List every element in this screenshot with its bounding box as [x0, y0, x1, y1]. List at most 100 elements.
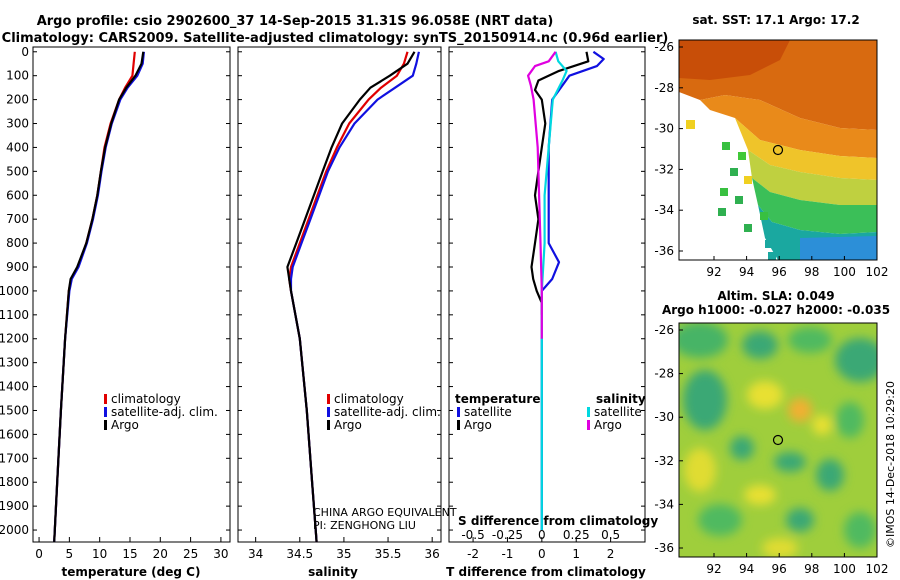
map-y-tick-label: -36: [654, 541, 674, 555]
map-x-tick-label: 98: [804, 562, 819, 576]
legend-swatch-climatology: [327, 394, 330, 404]
legend-temperature-title: temperature: [455, 392, 540, 406]
sst-map-title: sat. SST: 17.1 Argo: 17.2: [692, 13, 859, 27]
depth-axis-labels: 0 100 200 300 400 500 600 700 800 900 1000 1100 1200…: [0, 45, 29, 537]
temperature-series: [53, 51, 145, 543]
x-tick-label: 30: [213, 547, 228, 561]
s-diff-tick-label: 0.5: [601, 528, 620, 542]
sla-map: [679, 323, 877, 557]
difference-ticks: -2 -1 0 1 2 -0.5 -0.25 0 0.25 0.5: [449, 51, 645, 561]
map-y-tick-label: -28: [654, 81, 674, 95]
legend-label: Argo: [594, 418, 622, 432]
map-x-tick-label: 102: [866, 562, 889, 576]
series-line-argo: [286, 51, 416, 543]
difference-legend: temperature salinity satelliteArgosatell…: [455, 392, 646, 432]
map-y-tick-label: -30: [654, 410, 674, 424]
sst-map-ticks: -26 -28 -30 -32 -34 -36 92 94 96 98 100 102: [654, 40, 888, 279]
x-tick-label: 10: [92, 547, 107, 561]
depth-tick-label: 1700: [0, 451, 29, 465]
depth-tick-label: 1000: [0, 284, 29, 298]
x-tick-label: -1: [501, 547, 513, 561]
t-difference-axis-label: T difference from climatology: [446, 565, 646, 579]
s-diff-tick-label: -0.25: [492, 528, 523, 542]
map-y-tick-label: -36: [654, 244, 674, 258]
legend-swatch-satellite: [457, 407, 460, 417]
depth-tick-label: 1500: [0, 403, 29, 417]
x-tick-label: 34: [248, 547, 263, 561]
depth-tick-label: 300: [6, 117, 29, 131]
map-y-tick-label: -26: [654, 40, 674, 54]
legend-swatch-argo: [457, 420, 460, 430]
salinity-series: [286, 51, 420, 543]
s-diff-tick-label: -0.5: [461, 528, 484, 542]
map-x-tick-label: 94: [739, 265, 754, 279]
legend-label: satellite-adj. clim.: [111, 405, 218, 419]
series-line-satellite_salinity: [540, 51, 568, 530]
depth-tick-label: 600: [6, 188, 29, 202]
map-y-tick-label: -28: [654, 367, 674, 381]
map-x-tick-label: 100: [833, 562, 856, 576]
map-x-tick-label: 102: [866, 265, 889, 279]
x-tick-label: 0: [538, 547, 546, 561]
depth-tick-label: 500: [6, 164, 29, 178]
depth-tick-label: 900: [6, 260, 29, 274]
map-x-tick-label: 96: [772, 265, 787, 279]
legend-label: satellite-adj. clim.: [334, 405, 441, 419]
legend-swatch-climatology: [104, 394, 107, 404]
temperature-axis-label: temperature (deg C): [62, 565, 201, 579]
legend-label: satellite: [594, 405, 642, 419]
map-x-tick-label: 94: [739, 562, 754, 576]
depth-tick-label: 2000: [0, 523, 29, 537]
depth-tick-label: 400: [6, 140, 29, 154]
credit-line-2: PI: ZENGHONG LIU: [313, 519, 416, 532]
series-line-argo: [53, 51, 145, 543]
s-diff-tick-label: 0.25: [563, 528, 590, 542]
sla-map-title-1: Altim. SLA: 0.049: [717, 289, 834, 303]
legend-swatch-argo: [104, 420, 107, 430]
depth-tick-label: 1200: [0, 332, 29, 346]
s-diff-tick-label: 0: [538, 528, 546, 542]
x-tick-label: 20: [153, 547, 168, 561]
series-line-climatology: [288, 51, 409, 543]
map-y-tick-label: -34: [654, 497, 674, 511]
depth-tick-label: 1800: [0, 475, 29, 489]
sst-map-frame: [678, 39, 878, 261]
legend-swatch-satellite: [327, 407, 330, 417]
depth-tick-label: 1900: [0, 499, 29, 513]
x-tick-label: 25: [183, 547, 198, 561]
difference-series: [526, 50, 605, 530]
depth-tick-label: 200: [6, 93, 29, 107]
map-y-tick-label: -34: [654, 203, 674, 217]
salinity-axis-label: salinity: [308, 565, 358, 579]
x-tick-label: 35: [336, 547, 351, 561]
map-y-tick-label: -32: [654, 162, 674, 176]
depth-tick-label: 800: [6, 236, 29, 250]
x-tick-label: 34.5: [286, 547, 313, 561]
header-line-2: Climatology: CARS2009. Satellite-adjuste…: [2, 31, 669, 46]
argo-location-marker: [772, 144, 784, 156]
x-tick-label: 15: [122, 547, 137, 561]
legend-swatch-satellite_salinity: [587, 407, 590, 417]
legend-swatch-argo_salinity: [587, 420, 590, 430]
sla-map-frame: [678, 322, 878, 558]
map-x-tick-label: 92: [706, 562, 721, 576]
x-tick-label: 35.5: [375, 547, 402, 561]
series-line-climatology: [53, 51, 136, 543]
x-tick-label: 0: [35, 547, 43, 561]
map-x-tick-label: 96: [772, 562, 787, 576]
imos-watermark: ©IMOS 14-Dec-2018 10:29:20: [884, 381, 897, 548]
x-tick-label: 1: [572, 547, 580, 561]
legend-label: satellite: [464, 405, 512, 419]
temperature-ticks: 0 5 10 15 20 25 30: [33, 51, 230, 561]
depth-tick-label: 100: [6, 69, 29, 83]
legend-salinity-title: salinity: [596, 392, 646, 406]
x-tick-label: 36: [425, 547, 440, 561]
legend-label: Argo: [464, 418, 492, 432]
map-x-tick-label: 92: [706, 265, 721, 279]
depth-tick-label: 1600: [0, 427, 29, 441]
legend-label: Argo: [111, 418, 139, 432]
depth-tick-label: 1400: [0, 380, 29, 394]
series-line-argo: [530, 51, 590, 315]
